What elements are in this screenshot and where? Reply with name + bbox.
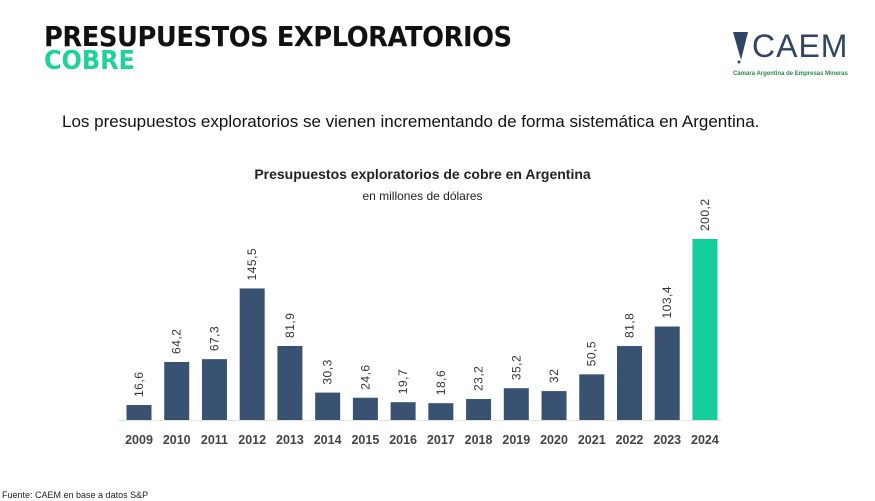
data-label-2014: 30,3 (321, 359, 335, 384)
chart-title: Presupuestos exploratorios de cobre en A… (254, 166, 591, 182)
bar-2009 (126, 404, 152, 420)
data-label-2021: 50,5 (585, 341, 599, 366)
data-label-2010: 64,2 (170, 329, 184, 354)
bar-2021 (579, 374, 605, 420)
x-tick-label-2012: 2012 (238, 433, 266, 447)
logo-tagline: Cámara Argentina de Empresas Mineras (733, 71, 848, 77)
data-label-2024: 200,2 (698, 198, 712, 231)
bar-2024 (692, 239, 718, 420)
bar-2018 (466, 399, 492, 420)
bar-2020 (541, 391, 567, 420)
x-tick-label-2019: 2019 (502, 433, 530, 447)
bar-2015 (352, 397, 378, 420)
data-label-2009: 16,6 (132, 372, 146, 397)
x-tick-label-2014: 2014 (314, 433, 342, 447)
bar-2017 (428, 403, 454, 420)
bar-2010 (164, 361, 190, 420)
data-label-2013: 81,9 (283, 313, 297, 338)
data-label-2020: 32 (547, 369, 561, 383)
x-tick-label-2021: 2021 (578, 433, 606, 447)
x-tick-label-2017: 2017 (427, 433, 455, 447)
bar-2016 (390, 402, 416, 420)
x-tick-label-2015: 2015 (351, 433, 379, 447)
data-label-2011: 67,3 (207, 326, 221, 351)
x-tick-label-2009: 2009 (125, 433, 153, 447)
x-tick-label-2010: 2010 (163, 433, 191, 447)
page-subtitle: COBRE (44, 46, 135, 76)
x-tick-label-2016: 2016 (389, 433, 417, 447)
chart-subtitle: en millones de dólares (362, 189, 483, 203)
bar-2019 (503, 388, 529, 420)
headline: Los presupuestos exploratorios se vienen… (62, 112, 760, 131)
bar-2012 (239, 288, 265, 420)
data-label-2012: 145,5 (245, 248, 259, 281)
x-tick-label-2018: 2018 (465, 433, 493, 447)
logo-wordmark: CAEM (752, 28, 849, 64)
x-tick-label-2013: 2013 (276, 433, 304, 447)
bar-2014 (315, 392, 341, 420)
data-label-2017: 18,6 (434, 370, 448, 395)
bar-2013 (277, 345, 303, 420)
data-label-2023: 103,4 (660, 286, 674, 319)
bar-2022 (616, 346, 642, 420)
x-tick-label-2022: 2022 (616, 433, 644, 447)
x-tick-label-2011: 2011 (201, 433, 228, 447)
bar-2011 (201, 359, 227, 420)
data-label-2015: 24,6 (358, 364, 372, 389)
data-label-2019: 35,2 (509, 355, 523, 380)
x-tick-label-2024: 2024 (691, 433, 719, 447)
source-note: Fuente: CAEM en base a datos S&P (2, 490, 149, 500)
page-title: PRESUPUESTOS EXPLORATORIOS (44, 20, 512, 53)
data-label-2018: 23,2 (472, 366, 486, 391)
data-label-2016: 19,7 (396, 369, 410, 394)
x-tick-label-2023: 2023 (653, 433, 681, 447)
x-tick-label-2020: 2020 (540, 433, 568, 447)
caem-logo-icon (733, 32, 748, 64)
bar-2023 (654, 326, 680, 420)
data-label-2022: 81,8 (622, 313, 636, 338)
